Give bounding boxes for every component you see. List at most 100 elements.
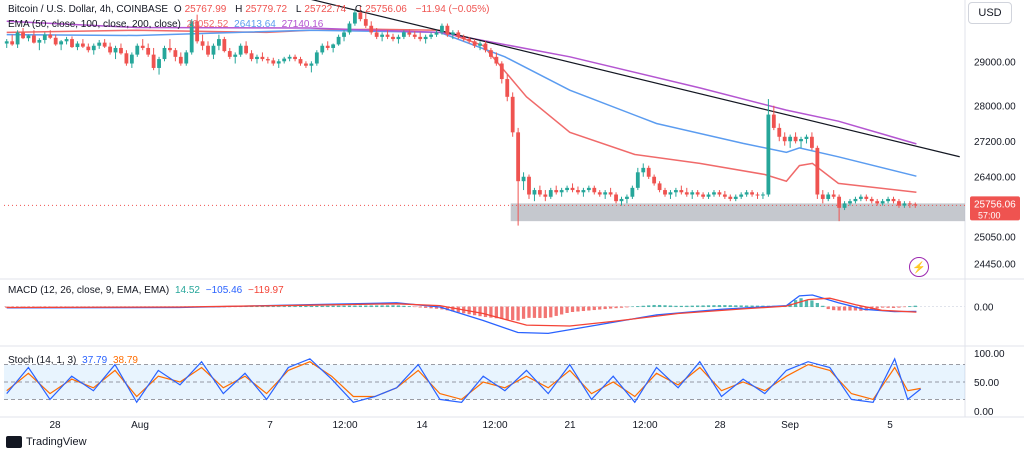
candle-body bbox=[663, 190, 667, 195]
candle bbox=[837, 194, 842, 222]
candle-body bbox=[336, 36, 341, 45]
candle-body bbox=[48, 34, 53, 38]
candle bbox=[271, 57, 276, 66]
macd-histogram-bar bbox=[739, 305, 743, 308]
candle bbox=[619, 196, 624, 206]
candle-body bbox=[391, 36, 395, 40]
candle bbox=[777, 123, 782, 142]
candle-body bbox=[668, 192, 673, 195]
candle bbox=[255, 54, 259, 64]
macd-histogram-bar bbox=[271, 306, 275, 308]
candle bbox=[755, 192, 760, 199]
macd-histogram-bar bbox=[489, 306, 493, 318]
macd-histogram-bar bbox=[755, 305, 760, 308]
candle-body bbox=[293, 56, 297, 60]
candle bbox=[216, 34, 221, 51]
macd-histogram-bar bbox=[255, 306, 259, 308]
macd-histogram-bar bbox=[554, 306, 558, 316]
macd-histogram-bar bbox=[293, 306, 297, 308]
macd-histogram-bar bbox=[832, 306, 836, 311]
candle bbox=[108, 42, 112, 55]
candle-body bbox=[314, 52, 319, 64]
macd-histogram-bar bbox=[560, 306, 564, 315]
candle bbox=[249, 50, 254, 62]
candle bbox=[690, 190, 695, 199]
candle-body bbox=[826, 194, 831, 199]
candle-body bbox=[249, 53, 254, 60]
candle bbox=[652, 174, 657, 186]
candle-body bbox=[282, 58, 287, 62]
stoch-tick-label: 50.00 bbox=[974, 378, 999, 389]
candle bbox=[353, 10, 357, 26]
macd-histogram-bar bbox=[260, 306, 265, 308]
macd-histogram-bar bbox=[701, 305, 705, 308]
candle bbox=[151, 47, 156, 71]
candle-body bbox=[70, 39, 74, 48]
macd-histogram-bar bbox=[309, 305, 314, 308]
macd-histogram-bar bbox=[516, 306, 520, 321]
macd-histogram-bar bbox=[298, 305, 303, 308]
candle-body bbox=[897, 201, 901, 206]
candle bbox=[902, 201, 907, 208]
macd-histogram-bar bbox=[494, 306, 498, 319]
candle bbox=[42, 32, 47, 44]
time-tick-label: 12:00 bbox=[332, 420, 357, 431]
candle-body bbox=[619, 198, 624, 202]
candle-body bbox=[728, 196, 733, 199]
candle-body bbox=[815, 147, 820, 195]
macd-histogram-bar bbox=[429, 306, 433, 309]
candle-body bbox=[608, 192, 613, 195]
ema50-line bbox=[6, 28, 917, 194]
candle bbox=[320, 43, 325, 55]
candle bbox=[173, 47, 178, 62]
lightning-icon[interactable]: ⚡ bbox=[909, 257, 929, 277]
candle bbox=[26, 34, 31, 42]
time-tick-label: 28 bbox=[49, 420, 61, 431]
candle-body bbox=[178, 56, 183, 64]
macd-histogram-bar bbox=[320, 305, 324, 308]
candle-body bbox=[761, 194, 765, 196]
candle-body bbox=[445, 25, 450, 35]
macd-histogram-bar bbox=[641, 305, 645, 308]
candle-body bbox=[869, 198, 874, 202]
candle bbox=[467, 36, 472, 44]
candle bbox=[48, 30, 53, 40]
candle-body bbox=[755, 194, 760, 196]
candle-body bbox=[810, 136, 814, 148]
time-tick-label: 12:00 bbox=[632, 420, 657, 431]
candle-body bbox=[875, 201, 880, 204]
brand-name: TradingView bbox=[26, 436, 87, 448]
macd-histogram-bar bbox=[902, 306, 907, 308]
candle-body bbox=[162, 47, 167, 60]
candle-body bbox=[157, 59, 161, 68]
macd-histogram-bar bbox=[326, 305, 330, 308]
macd-histogram-bar bbox=[407, 306, 411, 308]
macd-histogram-bar bbox=[891, 306, 896, 308]
candle bbox=[119, 43, 123, 55]
macd-histogram-bar bbox=[500, 306, 504, 319]
symbol-title: Bitcoin / U.S. Dollar, 4h, COINBASE bbox=[8, 4, 169, 15]
candle-body bbox=[777, 127, 782, 137]
candle bbox=[722, 190, 727, 199]
candle bbox=[325, 41, 330, 51]
macd-tick-label: 0.00 bbox=[974, 303, 994, 314]
candle bbox=[842, 201, 847, 211]
candle-body bbox=[902, 203, 907, 206]
candle-body bbox=[554, 190, 559, 193]
high-label: H bbox=[235, 4, 243, 15]
macd-histogram-bar bbox=[625, 306, 629, 308]
currency-button[interactable]: USD bbox=[968, 2, 1012, 24]
candle bbox=[826, 192, 831, 202]
macd-histogram-bar bbox=[353, 305, 357, 308]
candle-body bbox=[255, 56, 259, 60]
candle-body bbox=[592, 187, 597, 193]
candles-group bbox=[4, 5, 918, 226]
candle bbox=[864, 194, 869, 202]
candle bbox=[810, 132, 814, 151]
candle bbox=[712, 190, 716, 197]
candle-body bbox=[635, 172, 640, 188]
candle bbox=[222, 36, 227, 53]
candle bbox=[407, 29, 412, 37]
candle-body bbox=[151, 54, 156, 68]
